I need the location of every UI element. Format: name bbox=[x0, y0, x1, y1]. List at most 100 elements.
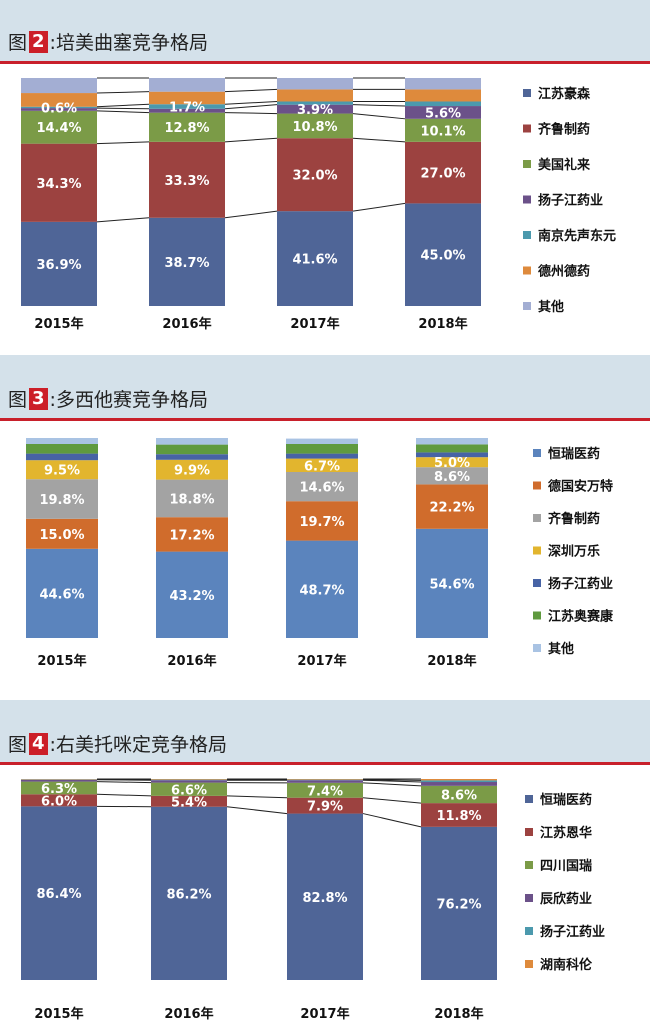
chart1-category-label: 2016年 bbox=[162, 316, 211, 332]
chart1-connector-line bbox=[352, 113, 406, 120]
chart2-data-label: 14.6% bbox=[299, 481, 344, 496]
chart3-category-label: 2017年 bbox=[300, 1006, 349, 1022]
chart1-legend-swatch bbox=[523, 302, 531, 310]
chart2-data-label: 19.7% bbox=[299, 515, 344, 530]
chart1-data-label: 10.8% bbox=[292, 120, 337, 135]
chart1-data-label: 33.3% bbox=[164, 174, 209, 189]
chart2-data-label: 43.2% bbox=[169, 589, 214, 604]
chart3-connector-line bbox=[362, 813, 422, 828]
chart1-title-prefix: 图 bbox=[8, 32, 28, 54]
chart1-bar-2016年-其他 bbox=[149, 78, 225, 92]
chart1-data-label: 5.6% bbox=[425, 106, 461, 121]
chart2-legend-label: 齐鲁制药 bbox=[548, 511, 600, 527]
chart2-bar-2017年-深圳万乐 bbox=[286, 458, 358, 472]
chart2-data-label: 48.7% bbox=[299, 583, 344, 598]
chart1-header bbox=[0, 0, 650, 62]
chart3-connector-line bbox=[96, 781, 152, 784]
chart1-bar-2018年-其他 bbox=[405, 78, 481, 90]
chart2-bar-2017年-其他 bbox=[286, 438, 358, 444]
chart3-legend-label: 江苏恩华 bbox=[540, 825, 592, 841]
chart1-bar-2017年-美国礼来 bbox=[277, 113, 353, 139]
chart1-category-label: 2017年 bbox=[290, 316, 339, 332]
chart1-data-label: 14.4% bbox=[36, 121, 81, 136]
chart1-legend-swatch bbox=[523, 195, 531, 204]
chart1-connector-line bbox=[224, 137, 278, 143]
chart3-bar-2016年-湖南科伦 bbox=[151, 779, 227, 780]
chart3-red-rule bbox=[0, 762, 650, 765]
chart2-bar-2015年-恒瑞医药 bbox=[26, 548, 98, 638]
chart3-bar-2015年-辰欣药业 bbox=[21, 779, 97, 782]
chart1-connector-line bbox=[96, 110, 150, 114]
chart2-svg: 44.6% 43.2% 48.7% 54.6% 15.0% 17.2% 19.7% 22.2%… bbox=[26, 438, 614, 669]
chart3-title-prefix: 图 bbox=[8, 734, 28, 756]
chart3-header bbox=[0, 700, 650, 763]
chart1-connector-line bbox=[96, 141, 150, 145]
chart3-legend-label: 四川国瑞 bbox=[540, 858, 592, 874]
chart1-bar-2015年-扬子江药业 bbox=[21, 108, 97, 111]
chart2-bar-2018年-江苏奥赛康 bbox=[416, 444, 488, 453]
chart1-bar-2015年-其他 bbox=[21, 78, 97, 94]
chart2-bar-2018年-扬子江药业 bbox=[416, 452, 488, 458]
chart2-bar-2017年-恒瑞医药 bbox=[286, 540, 358, 638]
chart3-bar-2018年-江苏恩华 bbox=[421, 803, 497, 827]
chart3-bar-2017年-辰欣药业 bbox=[287, 780, 363, 783]
chart3-legend-label: 湖南科伦 bbox=[540, 957, 593, 973]
chart1-bar-2016年-齐鲁制药 bbox=[149, 141, 225, 218]
chart1-data-label: 38.7% bbox=[164, 256, 209, 271]
chart1-bar-2016年-德州德药 bbox=[149, 91, 225, 105]
chart2-title-number: 3 bbox=[29, 387, 48, 410]
chart3-legend-swatch bbox=[525, 795, 533, 803]
chart2-bar-2015年-其他 bbox=[26, 438, 98, 444]
chart1-bar-2017年-扬子江药业 bbox=[277, 104, 353, 114]
chart1-legend-swatch bbox=[523, 124, 531, 133]
chart2-legend-swatch bbox=[533, 579, 541, 587]
chart2-data-label: 5.0% bbox=[434, 456, 470, 471]
chart2-bar-2015年-德国安万特 bbox=[26, 518, 98, 549]
chart1-legend-label: 德州德药 bbox=[538, 264, 590, 280]
chart3-bar-2017年-扬子江药业 bbox=[287, 779, 363, 781]
chart2-legend-label: 恒瑞医药 bbox=[548, 446, 600, 462]
chart1-connector-line bbox=[96, 103, 150, 108]
chart3-data-label: 7.9% bbox=[307, 800, 343, 815]
chart3-connector-line bbox=[362, 797, 422, 804]
chart1-bar-2015年-江苏豪森 bbox=[21, 221, 97, 306]
chart3-bar-2016年-江苏恩华 bbox=[151, 795, 227, 807]
chart2-data-label: 18.8% bbox=[169, 492, 214, 507]
chart3-legend-label: 恒瑞医药 bbox=[540, 792, 592, 808]
chart1-legend-label: 齐鲁制药 bbox=[538, 122, 590, 138]
chart2-legend-swatch bbox=[533, 611, 541, 620]
chart1-title: 图 2 :培美曲塞竞争格局 bbox=[8, 28, 208, 55]
chart2-category-label: 2015年 bbox=[37, 653, 86, 669]
chart3-category-label: 2015年 bbox=[34, 1006, 83, 1022]
chart2-legend-swatch bbox=[533, 514, 541, 522]
chart3-bar-2016年-恒瑞医药 bbox=[151, 806, 227, 980]
chart1-svg: 36.9% 38.7% 41.6% 45.0% 34.3% 33.3% 32.0% 27.0%… bbox=[21, 77, 616, 332]
chart1-connector-line bbox=[352, 202, 406, 212]
chart1-bar-2018年-德州德药 bbox=[405, 89, 481, 102]
chart2-legend-label: 其他 bbox=[548, 641, 574, 657]
chart3-data-label: 8.6% bbox=[441, 788, 477, 803]
chart1-bar-2015年-德州德药 bbox=[21, 93, 97, 107]
chart2-legend-swatch bbox=[533, 481, 541, 490]
chart2-category-label: 2018年 bbox=[427, 653, 476, 669]
chart1-legend-label: 江苏豪森 bbox=[538, 86, 591, 102]
chart1-bar-2017年-德州德药 bbox=[277, 89, 353, 102]
chart1-data-label: 0.6% bbox=[41, 101, 77, 116]
chart1-connector-line bbox=[352, 104, 406, 107]
chart1-category-label: 2015年 bbox=[34, 316, 83, 332]
chart2-bar-2016年-江苏奥赛康 bbox=[156, 444, 228, 455]
chart1-bar-2016年-南京先声东元 bbox=[149, 104, 225, 109]
chart2-legend-swatch bbox=[533, 644, 541, 652]
chart3-legend-swatch bbox=[525, 894, 533, 902]
chart1-legend-swatch bbox=[523, 160, 531, 168]
chart2-bar-2018年-齐鲁制药 bbox=[416, 467, 488, 485]
chart3-title: 图 4 :右美托咪定竞争格局 bbox=[8, 730, 227, 757]
chart3-data-label: 86.2% bbox=[166, 887, 211, 902]
chart2-bar-2018年-深圳万乐 bbox=[416, 457, 488, 468]
chart2-bar-2015年-扬子江药业 bbox=[26, 453, 98, 461]
chart2-bar-2017年-齐鲁制药 bbox=[286, 472, 358, 502]
chart1-bar-2017年-其他 bbox=[277, 78, 353, 90]
chart1-red-rule bbox=[0, 61, 650, 64]
chart1-connector-line bbox=[224, 100, 278, 105]
chart2-bar-2015年-江苏奥赛康 bbox=[26, 444, 98, 454]
